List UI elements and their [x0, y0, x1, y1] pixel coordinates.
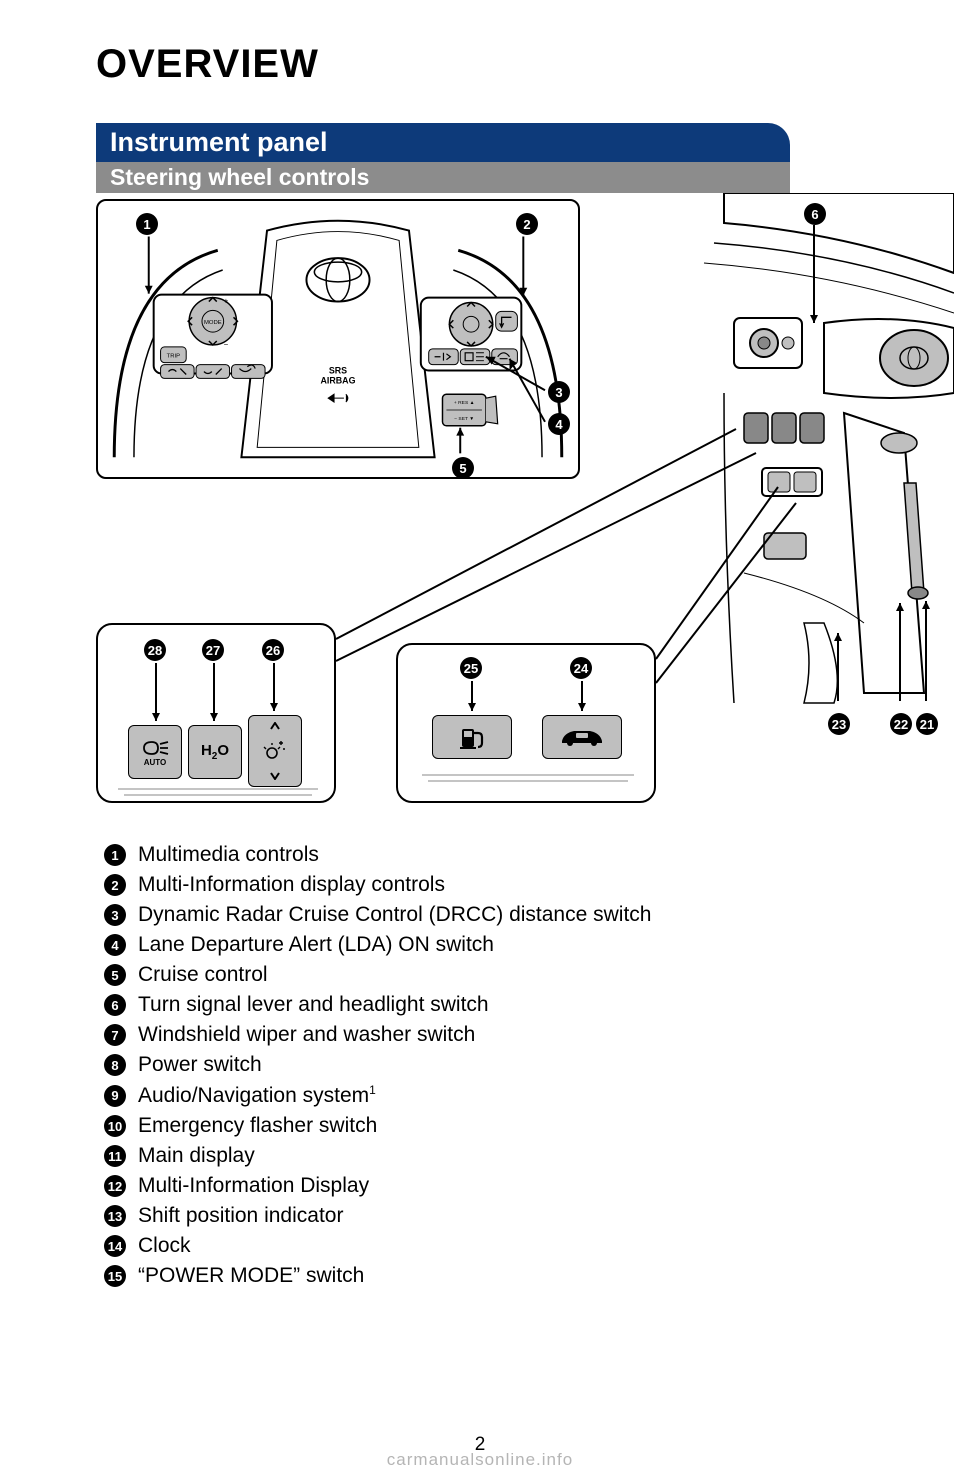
legend-number: 4	[104, 934, 126, 956]
legend-number: 8	[104, 1054, 126, 1076]
brightness-icon	[263, 741, 287, 761]
legend-number: 7	[104, 1024, 126, 1046]
legend-row: 11 Main display	[104, 1144, 890, 1168]
callout-24: 24	[570, 657, 592, 679]
svg-text:TRIP: TRIP	[167, 354, 181, 360]
legend-text: Multi-Information display controls	[138, 873, 445, 897]
fuel-door-button	[432, 715, 512, 759]
svg-text:+: +	[224, 297, 229, 306]
chevron-up-icon	[270, 722, 280, 730]
car-trunk-icon	[560, 727, 604, 747]
legend-row: 4 Lane Departure Alert (LDA) ON switch	[104, 933, 890, 957]
page: OVERVIEW Instrument panel Steering wheel…	[0, 0, 960, 1484]
h2o-label: H2O	[201, 742, 229, 762]
callout-27: 27	[202, 639, 224, 661]
steering-wheel-panel: SRS AIRBAG MODE + − TRIP	[96, 199, 580, 479]
svg-text:SRS: SRS	[329, 366, 347, 376]
callout-1: 1	[136, 213, 158, 235]
legend-row: 14 Clock	[104, 1234, 890, 1258]
legend-number: 9	[104, 1085, 126, 1107]
legend-row: 8 Power switch	[104, 1053, 890, 1077]
legend-number: 13	[104, 1205, 126, 1227]
legend-row: 1 Multimedia controls	[104, 843, 890, 867]
legend-text: Cruise control	[138, 963, 268, 987]
legend-number: 15	[104, 1265, 126, 1287]
legend-number: 12	[104, 1175, 126, 1197]
auto-label: AUTO	[144, 758, 167, 767]
svg-text:− SET ▼: − SET ▼	[454, 416, 474, 422]
callout-2: 2	[516, 213, 538, 235]
legend-text: Dynamic Radar Cruise Control (DRCC) dist…	[138, 903, 651, 927]
subheader: Steering wheel controls	[96, 162, 790, 193]
callout-26: 26	[262, 639, 284, 661]
legend-number: 2	[104, 874, 126, 896]
legend-number: 6	[104, 994, 126, 1016]
legend-text: Shift position indicator	[138, 1204, 343, 1228]
legend-text: Multimedia controls	[138, 843, 319, 867]
dimmer-button	[248, 715, 302, 787]
diagram-area: SRS AIRBAG MODE + − TRIP	[96, 193, 916, 823]
legend-row: 15 “POWER MODE” switch	[104, 1264, 890, 1288]
panel-fuel-trunk	[396, 643, 656, 803]
legend-number: 1	[104, 844, 126, 866]
callout-5: 5	[452, 457, 474, 479]
trunk-release-button	[542, 715, 622, 759]
legend-row: 7 Windshield wiper and washer switch	[104, 1023, 890, 1047]
legend-number: 5	[104, 964, 126, 986]
legend-text: Windshield wiper and washer switch	[138, 1023, 475, 1047]
svg-text:+ RES ▲: + RES ▲	[454, 400, 475, 406]
legend-text: Lane Departure Alert (LDA) ON switch	[138, 933, 494, 957]
legend-row: 3 Dynamic Radar Cruise Control (DRCC) dis…	[104, 903, 890, 927]
auto-headlight-button: AUTO	[128, 725, 182, 779]
legend-row: 10 Emergency flasher switch	[104, 1114, 890, 1138]
steering-wheel-svg: SRS AIRBAG MODE + − TRIP	[98, 201, 578, 477]
page-title: OVERVIEW	[96, 42, 890, 87]
legend-number: 11	[104, 1145, 126, 1167]
callout-21: 21	[916, 713, 938, 735]
section-header: Instrument panel	[96, 123, 790, 162]
legend-row: 12 Multi-Information Display	[104, 1174, 890, 1198]
legend-row: 13 Shift position indicator	[104, 1204, 890, 1228]
callout-4: 4	[548, 413, 570, 435]
callout-22: 22	[890, 713, 912, 735]
svg-text:−: −	[224, 340, 229, 349]
svg-text:MODE: MODE	[204, 320, 222, 326]
watermark: carmanualsonline.info	[387, 1450, 573, 1470]
callout-23: 23	[828, 713, 850, 735]
svg-text:AIRBAG: AIRBAG	[321, 375, 356, 385]
legend-text: Audio/Navigation system1	[138, 1083, 376, 1108]
legend-row: 2 Multi-Information display controls	[104, 873, 890, 897]
legend-text: Clock	[138, 1234, 191, 1258]
legend-row: 6 Turn signal lever and headlight switch	[104, 993, 890, 1017]
headlight-icon	[140, 738, 170, 758]
legend-row: 5 Cruise control	[104, 963, 890, 987]
legend-number: 3	[104, 904, 126, 926]
legend-list: 1 Multimedia controls 2 Multi-Information d…	[104, 843, 890, 1288]
callout-28: 28	[144, 639, 166, 661]
legend-row: 9 Audio/Navigation system1	[104, 1083, 890, 1108]
fuel-pump-icon	[458, 723, 486, 751]
legend-text: Emergency flasher switch	[138, 1114, 377, 1138]
h2o-button: H2O	[188, 725, 242, 779]
legend-text: Main display	[138, 1144, 255, 1168]
callout-3: 3	[548, 381, 570, 403]
chevron-down-icon	[270, 772, 280, 780]
legend-text: Turn signal lever and headlight switch	[138, 993, 489, 1017]
legend-text: Power switch	[138, 1053, 262, 1077]
callout-25: 25	[460, 657, 482, 679]
legend-number: 14	[104, 1235, 126, 1257]
legend-number: 10	[104, 1115, 126, 1137]
callout-6: 6	[804, 203, 826, 225]
legend-text: Multi-Information Display	[138, 1174, 369, 1198]
legend-text: “POWER MODE” switch	[138, 1264, 364, 1288]
